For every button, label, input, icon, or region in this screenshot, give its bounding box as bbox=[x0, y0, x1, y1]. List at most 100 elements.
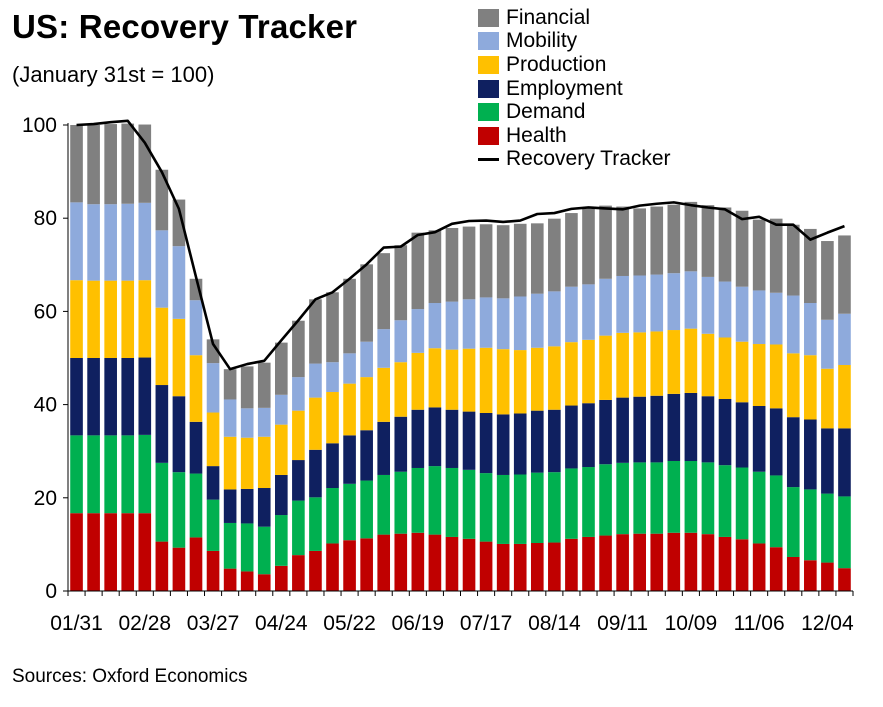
bar-segment-production bbox=[752, 344, 766, 406]
bar-segment-demand bbox=[479, 473, 493, 542]
bar-segment-mobility bbox=[633, 275, 646, 333]
bar-segment-health bbox=[70, 513, 83, 591]
x-tick-label: 09/11 bbox=[597, 612, 648, 635]
bar-segment-demand bbox=[530, 472, 544, 544]
bar-segment-financial bbox=[326, 292, 339, 363]
bar-segment-employment bbox=[838, 428, 851, 497]
legend-swatch bbox=[478, 55, 499, 74]
bar-segment-financial bbox=[172, 199, 186, 247]
bar-segment-health bbox=[104, 513, 117, 591]
bar-segment-mobility bbox=[821, 319, 834, 369]
bar-segment-financial bbox=[616, 206, 629, 276]
bar-segment-employment bbox=[377, 421, 391, 475]
bar-segment-demand bbox=[786, 487, 800, 557]
bar-segment-demand bbox=[821, 493, 834, 563]
bar-segment-financial bbox=[121, 123, 135, 204]
x-tick-label: 12/04 bbox=[801, 612, 854, 635]
bar-segment-demand bbox=[684, 460, 698, 533]
bar-segment-mobility bbox=[462, 299, 476, 349]
bar-segment-production bbox=[684, 328, 698, 393]
bar-segment-financial bbox=[240, 366, 254, 409]
bar-segment-financial bbox=[752, 219, 766, 291]
bar-segment-mobility bbox=[565, 286, 578, 343]
bar-segment-financial bbox=[309, 299, 322, 364]
bar-segment-demand bbox=[548, 472, 561, 543]
bar-segment-production bbox=[735, 341, 749, 403]
bar-segment-health bbox=[292, 555, 305, 591]
bar-segment-production bbox=[292, 410, 305, 461]
bar-segment-employment bbox=[684, 392, 698, 461]
bar-segment-demand bbox=[189, 473, 203, 538]
bar-segment-mobility bbox=[752, 290, 766, 345]
bar-segment-financial bbox=[769, 218, 783, 293]
bar-segment-mobility bbox=[360, 341, 373, 378]
bar-segment-financial bbox=[582, 208, 595, 285]
bar-segment-demand bbox=[752, 471, 766, 544]
bar-segment-financial bbox=[155, 169, 169, 231]
bar-segment-employment bbox=[462, 411, 476, 470]
bar-segment-production bbox=[804, 355, 817, 420]
bar-segment-production bbox=[530, 347, 544, 411]
bar-segment-financial bbox=[104, 124, 117, 205]
bar-segment-health bbox=[650, 533, 664, 591]
legend-label: Mobility bbox=[506, 29, 578, 53]
bar-segment-production bbox=[240, 437, 254, 489]
bar-segment-financial bbox=[530, 223, 544, 294]
bar-segment-demand bbox=[360, 480, 373, 539]
bar-segment-health bbox=[172, 547, 186, 591]
bar-segment-health bbox=[326, 543, 339, 591]
bar-segment-employment bbox=[428, 407, 442, 467]
bar-segment-mobility bbox=[479, 297, 493, 348]
legend-label: Financial bbox=[506, 5, 591, 29]
bar-segment-employment bbox=[394, 416, 408, 472]
x-tick-label: 04/24 bbox=[255, 612, 308, 635]
bar-segment-financial bbox=[701, 205, 715, 277]
bar-segment-production bbox=[633, 332, 646, 397]
bar-segment-employment bbox=[752, 406, 766, 472]
y-tick-label: 80 bbox=[34, 207, 57, 230]
bar-segment-financial bbox=[838, 235, 851, 314]
bar-segment-health bbox=[445, 536, 459, 591]
bar-segment-employment bbox=[735, 402, 749, 468]
bar-segment-health bbox=[87, 513, 100, 591]
bar-segment-demand bbox=[104, 435, 117, 514]
bar-segment-production bbox=[445, 349, 459, 410]
source-note: Sources: Oxford Economics bbox=[12, 666, 248, 687]
bar-segment-financial bbox=[223, 369, 237, 400]
x-tick-label: 08/14 bbox=[528, 612, 581, 635]
bar-segment-mobility bbox=[206, 363, 220, 413]
bar-segment-production bbox=[223, 436, 237, 490]
bar-segment-employment bbox=[701, 396, 715, 463]
bar-segment-employment bbox=[240, 488, 254, 524]
bar-segment-mobility bbox=[343, 353, 356, 384]
legend-item-mobility: Mobility bbox=[478, 29, 671, 54]
bar-segment-health bbox=[275, 565, 288, 591]
x-tick-label: 06/19 bbox=[392, 612, 445, 635]
bar-segment-health bbox=[428, 534, 442, 591]
bar-segment-production bbox=[479, 347, 493, 413]
bar-segment-mobility bbox=[104, 204, 117, 281]
bar-segment-health bbox=[411, 532, 425, 591]
bar-segment-health bbox=[804, 560, 817, 591]
bar-segment-health bbox=[582, 536, 595, 591]
bar-segment-mobility bbox=[582, 284, 595, 340]
bar-segment-demand bbox=[121, 435, 135, 514]
legend-label: Employment bbox=[506, 76, 623, 100]
bar-segment-employment bbox=[769, 408, 783, 476]
bar-segment-employment bbox=[70, 358, 83, 436]
bar-segment-financial bbox=[394, 245, 408, 321]
bar-segment-mobility bbox=[786, 295, 800, 354]
bar-segment-employment bbox=[138, 357, 152, 435]
bar-segment-health bbox=[360, 538, 373, 591]
bar-segment-demand bbox=[582, 467, 595, 537]
bar-segment-employment bbox=[616, 397, 629, 463]
legend-label: Demand bbox=[506, 100, 586, 124]
bar-segment-health bbox=[838, 568, 851, 591]
bar-segment-health bbox=[309, 550, 322, 591]
bar-segment-demand bbox=[445, 467, 459, 537]
y-tick-label: 20 bbox=[34, 487, 57, 510]
bar-segment-demand bbox=[309, 497, 322, 551]
bar-segment-demand bbox=[496, 474, 510, 544]
bar-segment-mobility bbox=[616, 275, 629, 333]
y-tick-label: 60 bbox=[34, 300, 57, 323]
